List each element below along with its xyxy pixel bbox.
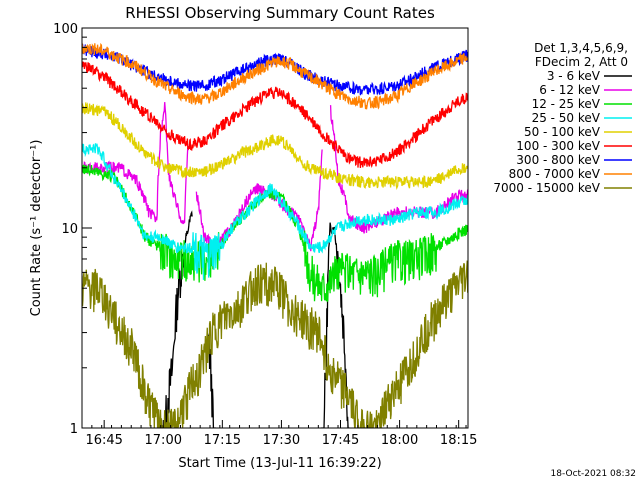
x-axis-label: Start Time (13-Jul-11 16:39:22): [178, 456, 381, 471]
legend-label-2: 12 - 25 keV: [532, 97, 601, 111]
y-axis-ticks: 1 10 100: [53, 22, 92, 437]
y-tick-label-1: 10: [61, 222, 78, 237]
legend-header-2: FDecim 2, Att 0: [535, 55, 628, 69]
series-line-8: [82, 260, 468, 428]
x-tick-label-5: 18:00: [381, 433, 418, 448]
plot-area: [82, 42, 468, 428]
legend-label-8: 7000 - 15000 keV: [493, 181, 600, 195]
x-tick-label-2: 17:15: [204, 433, 241, 448]
legend-label-4: 50 - 100 keV: [524, 125, 601, 139]
series-line-5: [82, 61, 468, 169]
series-line-3: [82, 143, 468, 280]
legend-label-1: 6 - 12 keV: [539, 83, 601, 97]
x-tick-label-1: 17:00: [145, 433, 182, 448]
series-line-6: [82, 43, 468, 96]
x-tick-label-3: 17:30: [263, 433, 300, 448]
legend-label-3: 25 - 50 keV: [532, 111, 601, 125]
chart-title: RHESSI Observing Summary Count Rates: [125, 4, 435, 22]
legend-label-5: 100 - 300 keV: [516, 139, 600, 153]
y-tick-label-0: 1: [70, 422, 78, 437]
legend-label-6: 300 - 800 keV: [516, 153, 600, 167]
series-line-1: [82, 102, 468, 253]
series-line-4: [82, 102, 468, 191]
legend-header-1: Det 1,3,4,5,6,9,: [534, 41, 628, 55]
series-line-7: [82, 42, 468, 110]
y-tick-label-2: 100: [53, 22, 78, 37]
legend-label-7: 800 - 7000 keV: [509, 167, 601, 181]
legend-label-0: 3 - 6 keV: [547, 69, 601, 83]
x-tick-label-0: 16:45: [85, 433, 122, 448]
footer-date: 18-Oct-2021 08:32: [551, 469, 636, 479]
x-tick-label-4: 17:45: [322, 433, 359, 448]
x-tick-label-6: 18:15: [440, 433, 477, 448]
x-axis-ticks: 16:45 17:00 17:15 17:30 17:45 18:00 18:15: [81, 420, 477, 448]
y-axis-label: Count Rate (s⁻¹ detector⁻¹): [29, 140, 44, 317]
